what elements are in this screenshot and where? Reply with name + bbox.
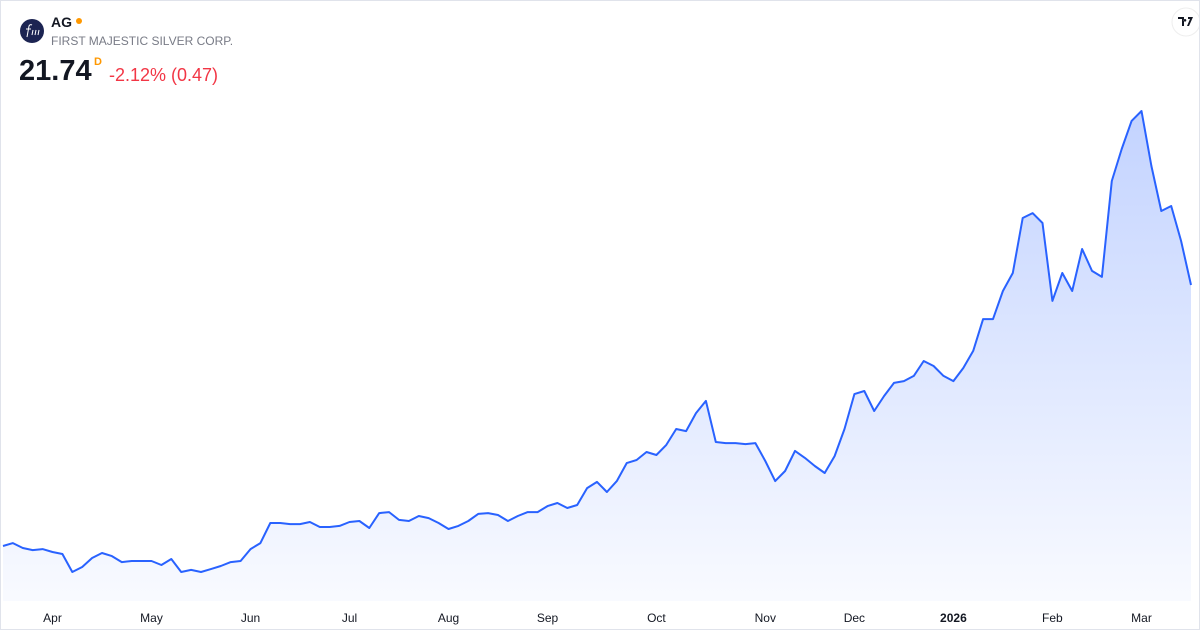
interval: D bbox=[94, 56, 102, 68]
x-tick-label: Mar bbox=[1131, 611, 1152, 625]
x-tick-label: 2026 bbox=[940, 611, 967, 625]
logo bbox=[20, 19, 44, 43]
area-fill bbox=[3, 111, 1191, 601]
x-tick-label: Nov bbox=[755, 611, 776, 625]
price: 21.74 bbox=[19, 55, 92, 87]
x-tick-label: Apr bbox=[43, 611, 62, 625]
x-tick-label: May bbox=[140, 611, 163, 625]
change: -2.12% (0.47) bbox=[109, 65, 219, 85]
x-tick-label: Jun bbox=[241, 611, 260, 625]
x-tick-label: Jul bbox=[342, 611, 357, 625]
x-tick-label: Feb bbox=[1042, 611, 1063, 625]
x-tick-label: Oct bbox=[647, 611, 666, 625]
symbol: AG bbox=[51, 14, 72, 30]
x-tick-label: Sep bbox=[537, 611, 559, 625]
x-tick-label: Dec bbox=[844, 611, 865, 625]
x-tick-label: Aug bbox=[438, 611, 459, 625]
price-line bbox=[2, 110, 1192, 573]
status-dot bbox=[76, 18, 82, 24]
company-name: FIRST MAJESTIC SILVER CORP. bbox=[51, 34, 234, 48]
tv-logo[interactable] bbox=[1171, 7, 1200, 37]
